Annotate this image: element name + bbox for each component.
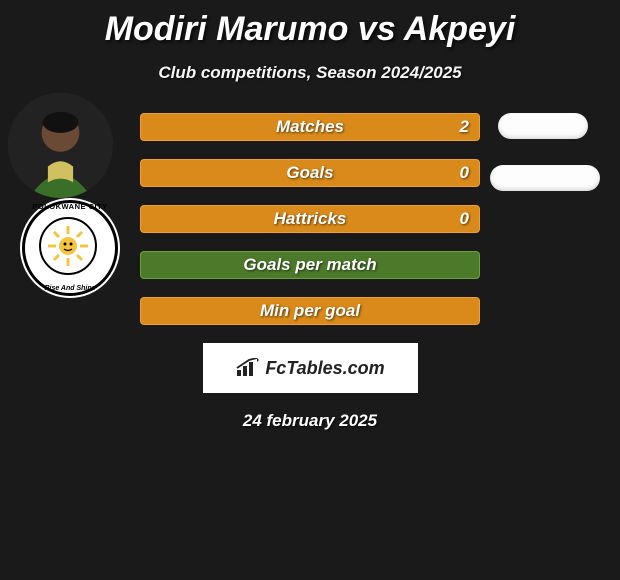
stat-row-goals-per-match: Goals per match: [140, 251, 480, 279]
stat-value: 0: [460, 209, 469, 229]
subtitle: Club competitions, Season 2024/2025: [0, 63, 620, 83]
stat-label: Goals: [286, 163, 333, 183]
stat-row-matches: Matches 2: [140, 113, 480, 141]
avatar-placeholder-icon: [8, 93, 113, 198]
fctables-logo[interactable]: FcTables.com: [203, 343, 418, 393]
badge-top-text: POLOKWANE CITY: [32, 202, 107, 211]
stat-value: 0: [460, 163, 469, 183]
sun-icon: [46, 224, 90, 268]
stat-label: Min per goal: [260, 301, 360, 321]
player-avatar: [8, 93, 113, 198]
bar-chart-icon: [235, 358, 261, 378]
stat-label: Hattricks: [274, 209, 347, 229]
club-badge: POLOKWANE CITY Rise And Shine: [20, 198, 120, 298]
stat-bubble-matches: [498, 113, 588, 139]
stat-label: Matches: [276, 117, 344, 137]
stat-row-goals: Goals 0: [140, 159, 480, 187]
page-title: Modiri Marumo vs Akpeyi: [0, 0, 620, 49]
stat-value: 2: [460, 117, 469, 137]
stat-row-hattricks: Hattricks 0: [140, 205, 480, 233]
badge-bottom-text: Rise And Shine: [44, 285, 95, 292]
date-text: 24 february 2025: [0, 411, 620, 431]
stat-bubble-goals: [490, 165, 600, 191]
logo-text: FcTables.com: [265, 358, 384, 379]
stat-label: Goals per match: [243, 255, 376, 275]
comparison-panel: POLOKWANE CITY Rise And Shine Matches 2: [0, 113, 620, 431]
stat-row-min-per-goal: Min per goal: [140, 297, 480, 325]
